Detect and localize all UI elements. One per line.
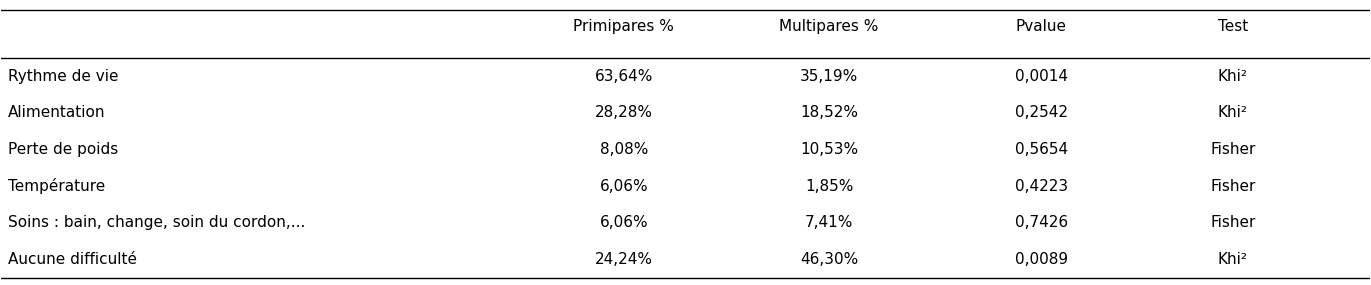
Text: Rythme de vie: Rythme de vie (8, 69, 119, 84)
Text: 0,2542: 0,2542 (1015, 105, 1068, 120)
Text: 46,30%: 46,30% (801, 252, 858, 267)
Text: 0,0089: 0,0089 (1015, 252, 1068, 267)
Text: 18,52%: 18,52% (801, 105, 858, 120)
Text: 8,08%: 8,08% (599, 142, 648, 157)
Text: 0,5654: 0,5654 (1015, 142, 1068, 157)
Text: Khi²: Khi² (1217, 105, 1248, 120)
Text: 0,4223: 0,4223 (1015, 179, 1068, 194)
Text: Fisher: Fisher (1211, 142, 1256, 157)
Text: Aucune difficulté: Aucune difficulté (8, 252, 137, 267)
Text: 35,19%: 35,19% (801, 69, 858, 84)
Text: 0,7426: 0,7426 (1015, 215, 1068, 231)
Text: Khi²: Khi² (1217, 69, 1248, 84)
Text: Khi²: Khi² (1217, 252, 1248, 267)
Text: 7,41%: 7,41% (805, 215, 853, 231)
Text: 10,53%: 10,53% (801, 142, 858, 157)
Text: Multipares %: Multipares % (780, 19, 879, 34)
Text: Perte de poids: Perte de poids (8, 142, 118, 157)
Text: 6,06%: 6,06% (599, 215, 648, 231)
Text: Fisher: Fisher (1211, 215, 1256, 231)
Text: Pvalue: Pvalue (1016, 19, 1067, 34)
Text: Soins : bain, change, soin du cordon,...: Soins : bain, change, soin du cordon,... (8, 215, 306, 231)
Text: Alimentation: Alimentation (8, 105, 106, 120)
Text: Primipares %: Primipares % (573, 19, 675, 34)
Text: 6,06%: 6,06% (599, 179, 648, 194)
Text: 28,28%: 28,28% (595, 105, 653, 120)
Text: Fisher: Fisher (1211, 179, 1256, 194)
Text: Température: Température (8, 178, 106, 194)
Text: 1,85%: 1,85% (805, 179, 853, 194)
Text: 63,64%: 63,64% (595, 69, 653, 84)
Text: Test: Test (1217, 19, 1248, 34)
Text: 0,0014: 0,0014 (1015, 69, 1068, 84)
Text: 24,24%: 24,24% (595, 252, 653, 267)
